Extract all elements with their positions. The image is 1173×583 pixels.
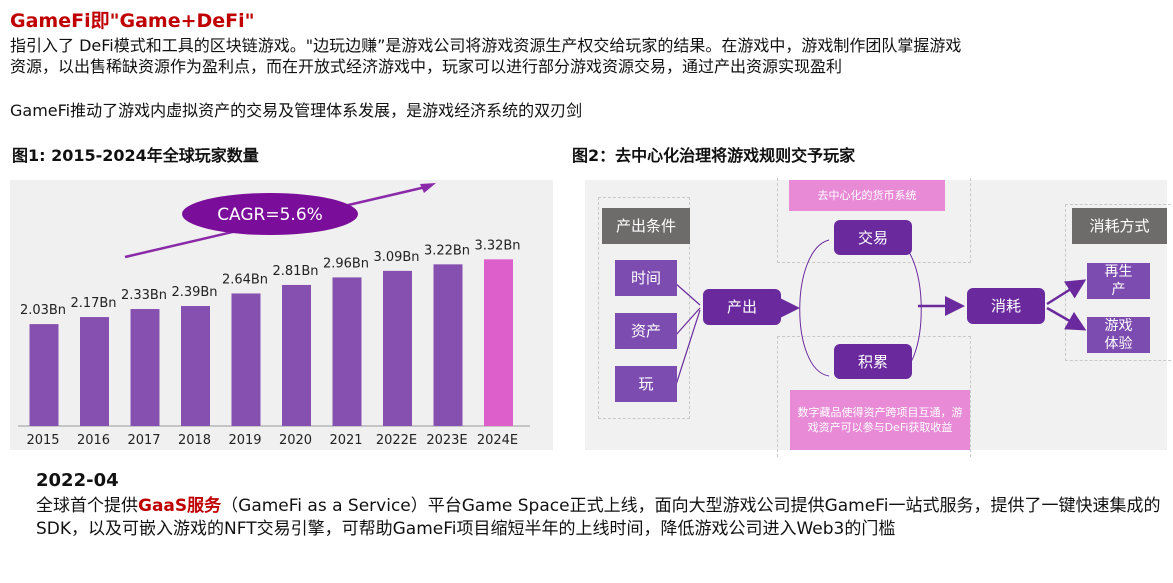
x-tick-2020: 2020 — [279, 433, 312, 448]
bar-2023E — [433, 264, 463, 426]
inputs-header: 产出条件 — [602, 208, 690, 244]
news-text-after: （GameFi as a Service）平台Game Space正式上线，面向… — [36, 496, 1161, 539]
arrow-to-experience — [1046, 306, 1087, 331]
bar-2020 — [282, 284, 311, 426]
accumulate-group-border — [777, 336, 971, 457]
summary-paragraph: GameFi推动了游戏内虚拟资产的交易及管理体系发展，是游戏经济系统的双刃剑 — [10, 101, 583, 120]
accumulate-node: 积累 — [834, 344, 912, 379]
value-label-2019: 2.64Bn — [222, 272, 268, 287]
trend-arrow-head — [420, 183, 436, 193]
value-label-2021: 2.96Bn — [323, 256, 369, 271]
bar-2016 — [80, 317, 109, 426]
cagr-annotation: CAGR=5.6% — [124, 183, 436, 259]
bar-2022E — [383, 270, 412, 426]
bar-2015 — [29, 324, 59, 426]
x-tick-2018: 2018 — [178, 433, 211, 448]
decentralized-governance-diagram: 产出条件 时间 资产 玩 产出 去中心化的货币系统 交易 积累 数字藏品使得资产… — [585, 178, 1173, 457]
currency-system-banner: 去中心化的货币系统 — [789, 180, 945, 211]
figure2-title: 图2：去中心化治理将游戏规则交予玩家 — [572, 146, 856, 165]
bar-2017 — [130, 309, 160, 426]
value-label-2023E: 3.22Bn — [424, 243, 470, 258]
connector-play-output — [674, 309, 701, 389]
trade-group-border — [777, 178, 971, 263]
connector-asset-output — [674, 307, 701, 337]
x-tick-2019: 2019 — [228, 433, 261, 448]
value-label-2020: 2.81Bn — [272, 264, 318, 279]
connector-time-output — [674, 282, 701, 306]
value-label-2016: 2.17Bn — [70, 296, 116, 311]
bar-2021 — [332, 277, 362, 426]
input-asset: 资产 — [615, 313, 677, 349]
consume-node: 消耗 — [967, 288, 1045, 324]
x-tick-2017: 2017 — [127, 433, 160, 448]
bar-2018 — [181, 306, 210, 426]
inputs-group-border — [598, 197, 690, 419]
intro-line-1: 指引入了 DeFi模式和工具的区块链游戏。"边玩边赚”是游戏公司将游戏资源生产权… — [10, 36, 962, 55]
x-tick-2016: 2016 — [77, 433, 110, 448]
news-text-before: 全球首个提供 — [36, 496, 138, 516]
bar-chart-svg: CAGR=5.6% 2.03Bn 2.17Bn 2.33Bn 2.39Bn 2.64Bn… — [18, 183, 530, 448]
intro-paragraph: 指引入了 DeFi模式和工具的区块链游戏。"边玩边赚”是游戏公司将游戏资源生产权… — [10, 35, 961, 77]
value-label-2024E: 3.32Bn — [474, 238, 520, 253]
value-label-2022E: 3.09Bn — [373, 250, 419, 265]
consume-header: 消耗方式 — [1072, 208, 1167, 244]
arrow-to-reproduction — [1046, 279, 1087, 306]
news-paragraph: 全球首个提供GaaS服务（GameFi as a Service）平台Game … — [36, 495, 1161, 541]
loop-left-curve — [799, 239, 830, 377]
input-play: 玩 — [615, 366, 677, 402]
output-node: 产出 — [703, 289, 781, 325]
figure1-title: 图1: 2015-2024年全球玩家数量 — [12, 146, 259, 165]
x-tick-2022E: 2022E — [376, 433, 417, 448]
news-date: 2022-04 — [36, 470, 119, 491]
value-label-2018: 2.39Bn — [171, 285, 217, 300]
x-tick-2015: 2015 — [26, 433, 59, 448]
cagr-ellipse — [182, 193, 358, 235]
x-tick-2021: 2021 — [329, 433, 362, 448]
player-count-chart: CAGR=5.6% 2.03Bn 2.17Bn 2.33Bn 2.39Bn 2.64Bn… — [10, 180, 553, 450]
intro-line-2: 资源，以出售稀缺资源作为盈利点，而在开放式经济游戏中，玩家可以进行部分游戏资源交… — [10, 57, 843, 76]
section-title: GameFi即"Game+DeFi" — [10, 10, 255, 32]
bar-2024E — [484, 259, 513, 426]
input-time: 时间 — [615, 260, 677, 296]
value-label-2017: 2.33Bn — [121, 288, 167, 303]
value-label-2015: 2.03Bn — [20, 303, 66, 318]
news-highlight: GaaS服务 — [138, 496, 222, 516]
trade-node: 交易 — [834, 220, 912, 255]
consume-experience: 游戏体验 — [1087, 317, 1150, 353]
nft-interop-banner: 数字藏品使得资产跨项目互通，游戏资产可以参与DeFi获取收益 — [790, 390, 970, 450]
consume-reproduction: 再生产 — [1087, 263, 1150, 299]
x-tick-2023E: 2023E — [426, 433, 467, 448]
cagr-label: CAGR=5.6% — [217, 205, 323, 225]
bar-2019 — [231, 293, 261, 426]
x-tick-2024E: 2024E — [477, 433, 518, 448]
